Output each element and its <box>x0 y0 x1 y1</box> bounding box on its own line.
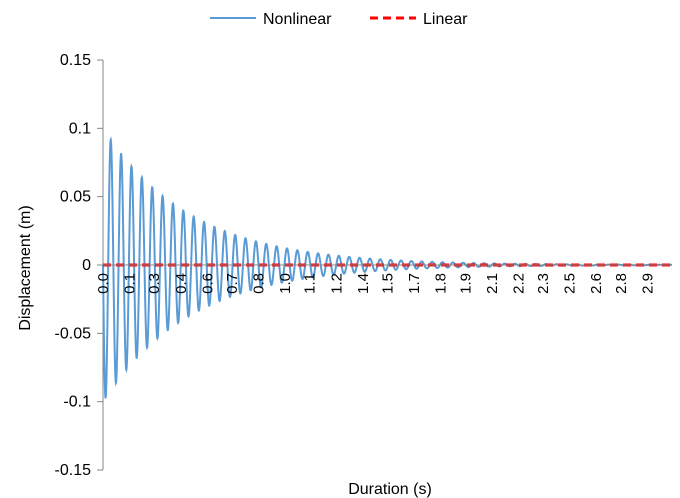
x-tick-label: 0.6 <box>199 273 216 294</box>
y-tick-label: 0.1 <box>69 120 91 137</box>
x-tick-label: 1.1 <box>302 273 319 294</box>
x-tick-label: 1.2 <box>328 273 345 294</box>
x-axis-title: Duration (s) <box>348 481 432 498</box>
x-tick-label: 1.9 <box>457 273 474 294</box>
y-tick-label: -0.1 <box>63 394 91 411</box>
series-line-nonlinear <box>102 136 673 399</box>
x-tick-label: 1.0 <box>277 273 294 294</box>
x-tick-label: 2.9 <box>639 273 656 294</box>
x-tick-label: 0.8 <box>251 273 268 294</box>
x-tick-label: 1.5 <box>380 273 397 294</box>
x-tick-label: 0.7 <box>224 273 241 294</box>
x-tick-label: 2.5 <box>562 273 579 294</box>
x-tick-label: 2.3 <box>535 273 552 294</box>
x-tick-label: 1.4 <box>355 273 372 294</box>
y-tick-label: 0.15 <box>60 52 91 69</box>
legend-label-nonlinear: Nonlinear <box>263 11 332 28</box>
x-tick-label: 1.8 <box>433 273 450 294</box>
y-tick-label: -0.05 <box>55 325 92 342</box>
x-tick-label: 0.3 <box>146 273 163 294</box>
y-tick-label: -0.15 <box>55 462 92 479</box>
x-tick-label: 2.6 <box>588 273 605 294</box>
x-tick-label: 0.1 <box>122 273 139 294</box>
y-axis-title: Displacement (m) <box>17 205 34 330</box>
y-tick-label: 0 <box>82 257 91 274</box>
x-tick-label: 0.4 <box>173 273 190 294</box>
x-tick-label: 0.0 <box>95 273 112 294</box>
legend: Nonlinear Linear <box>210 11 468 28</box>
x-tick-label: 2.8 <box>613 273 630 294</box>
y-tick-label: 0.05 <box>60 189 91 206</box>
x-axis: 0.0 0.1 0.3 0.4 0.6 0.7 0.8 1.0 1.1 1.2 1.4 1.5 1.7 1… <box>95 273 656 294</box>
legend-label-linear: Linear <box>423 11 468 28</box>
x-tick-label: 2.1 <box>484 273 501 294</box>
x-tick-label: 1.7 <box>406 273 423 294</box>
x-tick-label: 2.2 <box>510 273 527 294</box>
y-axis: -0.15 -0.1 -0.05 0 0.05 0.1 0.15 <box>55 52 103 479</box>
